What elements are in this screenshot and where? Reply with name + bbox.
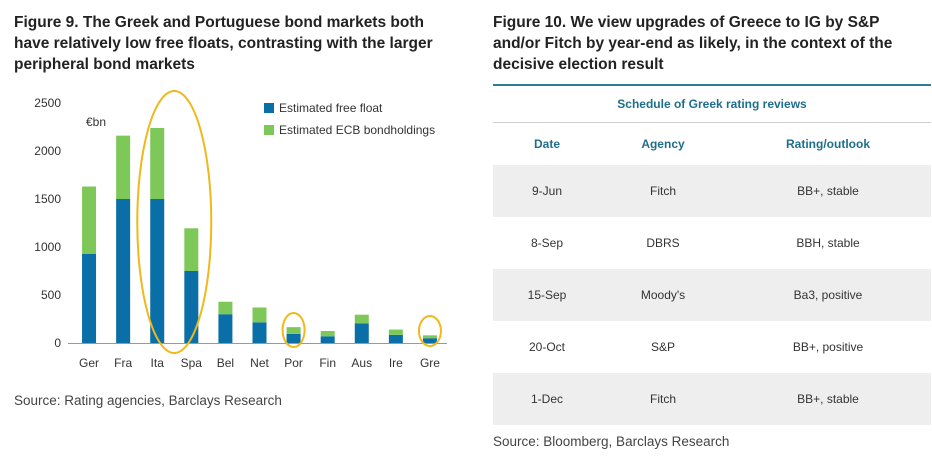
table-row: 20-Oct S&P BB+, positive	[493, 321, 931, 373]
cell-rating: BB+, stable	[797, 392, 859, 406]
figure-10-panel: Figure 10. We view upgrades of Greece to…	[493, 0, 932, 460]
cell-rating: BB+, stable	[797, 184, 859, 198]
x-tick-label: Spa	[181, 356, 203, 370]
cell-date: 15-Sep	[527, 288, 567, 302]
cell-agency: Fitch	[649, 184, 676, 198]
x-tick-label: Ire	[389, 356, 403, 370]
x-tick-label: Fra	[114, 356, 132, 370]
x-tick-label: Net	[250, 356, 269, 370]
bar-free-float	[150, 199, 165, 343]
x-tick-label: Aus	[351, 356, 372, 370]
table-top-rule	[493, 84, 931, 86]
cell-agency: Fitch	[649, 392, 676, 406]
bar-ecb-holdings	[150, 127, 165, 199]
bar-ecb-holdings	[422, 335, 437, 339]
figure-10-title: Figure 10. We view upgrades of Greece to…	[493, 14, 893, 73]
bar-free-float	[286, 333, 301, 343]
highlight-ellipse-por	[281, 312, 306, 348]
table-body: 9-Jun Fitch BB+, stable 8-Sep DBRS BBH, …	[493, 165, 931, 425]
legend-label-ecb-holdings: Estimated ECB bondholdings	[279, 123, 435, 137]
x-tick-label: Bel	[217, 356, 234, 370]
figure-9-title: Figure 9. The Greek and Portuguese bond …	[14, 14, 433, 73]
bar-ecb-holdings	[184, 228, 199, 271]
bar-ecb-holdings	[116, 135, 131, 199]
bar-free-float	[82, 253, 97, 343]
cell-date: 20-Oct	[528, 340, 565, 354]
bar-free-float	[218, 314, 233, 343]
bar-free-float	[252, 322, 267, 343]
legend-label-free-float: Estimated free float	[279, 101, 383, 115]
bar-free-float	[320, 336, 335, 343]
bar-free-float	[184, 271, 199, 343]
legend-swatch-ecb-holdings	[264, 125, 274, 135]
y-tick-label: 0	[54, 336, 61, 350]
figure-9-source: Source: Rating agencies, Barclays Resear…	[14, 393, 282, 408]
table-row: 15-Sep Moody's Ba3, positive	[493, 269, 931, 321]
bar-ecb-holdings	[82, 186, 97, 254]
cell-date: 9-Jun	[531, 184, 563, 198]
bar-free-float	[116, 199, 131, 343]
cell-agency: DBRS	[646, 236, 680, 250]
bar-ecb-holdings	[218, 301, 233, 315]
cell-date: 1-Dec	[530, 392, 563, 406]
bar-free-float	[354, 323, 369, 343]
rating-review-table: Schedule of Greek rating reviews Date Ag…	[493, 84, 931, 425]
header-rating-outlook: Rating/outlook	[786, 137, 870, 151]
highlight-ellipse-ita-spa	[136, 90, 213, 354]
table-header-row: Date Agency Rating/outlook	[493, 123, 931, 165]
legend-swatch-free-float	[264, 103, 274, 113]
header-date: Date	[533, 137, 560, 151]
header-agency: Agency	[641, 137, 685, 151]
unit-label: €bn	[86, 115, 106, 129]
table-caption: Schedule of Greek rating reviews	[493, 86, 931, 123]
x-tick-label: Fin	[319, 356, 336, 370]
y-tick-label: 1000	[34, 240, 61, 254]
x-tick-label: Ger	[79, 356, 99, 370]
bar-ecb-holdings	[252, 307, 267, 323]
bar-free-float	[422, 338, 437, 343]
y-tick-label: 2000	[34, 144, 61, 158]
bar-ecb-holdings	[388, 329, 403, 335]
table-row: 9-Jun Fitch BB+, stable	[493, 165, 931, 217]
figure-9-panel: Figure 9. The Greek and Portuguese bond …	[14, 14, 447, 408]
bar-free-float	[388, 334, 403, 343]
bar-ecb-holdings	[320, 331, 335, 337]
cell-agency: S&P	[650, 340, 675, 354]
figure-10-source: Source: Bloomberg, Barclays Research	[493, 434, 730, 449]
x-tick-label: Por	[284, 356, 303, 370]
bar-ecb-holdings	[286, 327, 301, 334]
y-tick-label: 500	[41, 288, 61, 302]
bar-ecb-holdings	[354, 314, 369, 324]
table-row: 1-Dec Fitch BB+, stable	[493, 373, 931, 425]
cell-rating: Ba3, positive	[793, 288, 863, 302]
cell-date: 8-Sep	[530, 236, 564, 250]
highlight-ellipse-gre	[417, 315, 442, 347]
x-tick-label: Gre	[420, 356, 440, 370]
cell-rating: BBH, stable	[796, 236, 860, 250]
cell-rating: BB+, positive	[792, 340, 864, 354]
x-tick-label: Ita	[151, 356, 165, 370]
y-tick-label: 2500	[34, 96, 61, 110]
table-row: 8-Sep DBRS BBH, stable	[493, 217, 931, 269]
stacked-bar-chart: 0 500 1000 1500 2000 2500 €bn Ger Fra Ita Spa Bel Ne…	[34, 90, 447, 370]
y-tick-label: 1500	[34, 192, 61, 206]
cell-agency: Moody's	[640, 288, 686, 302]
